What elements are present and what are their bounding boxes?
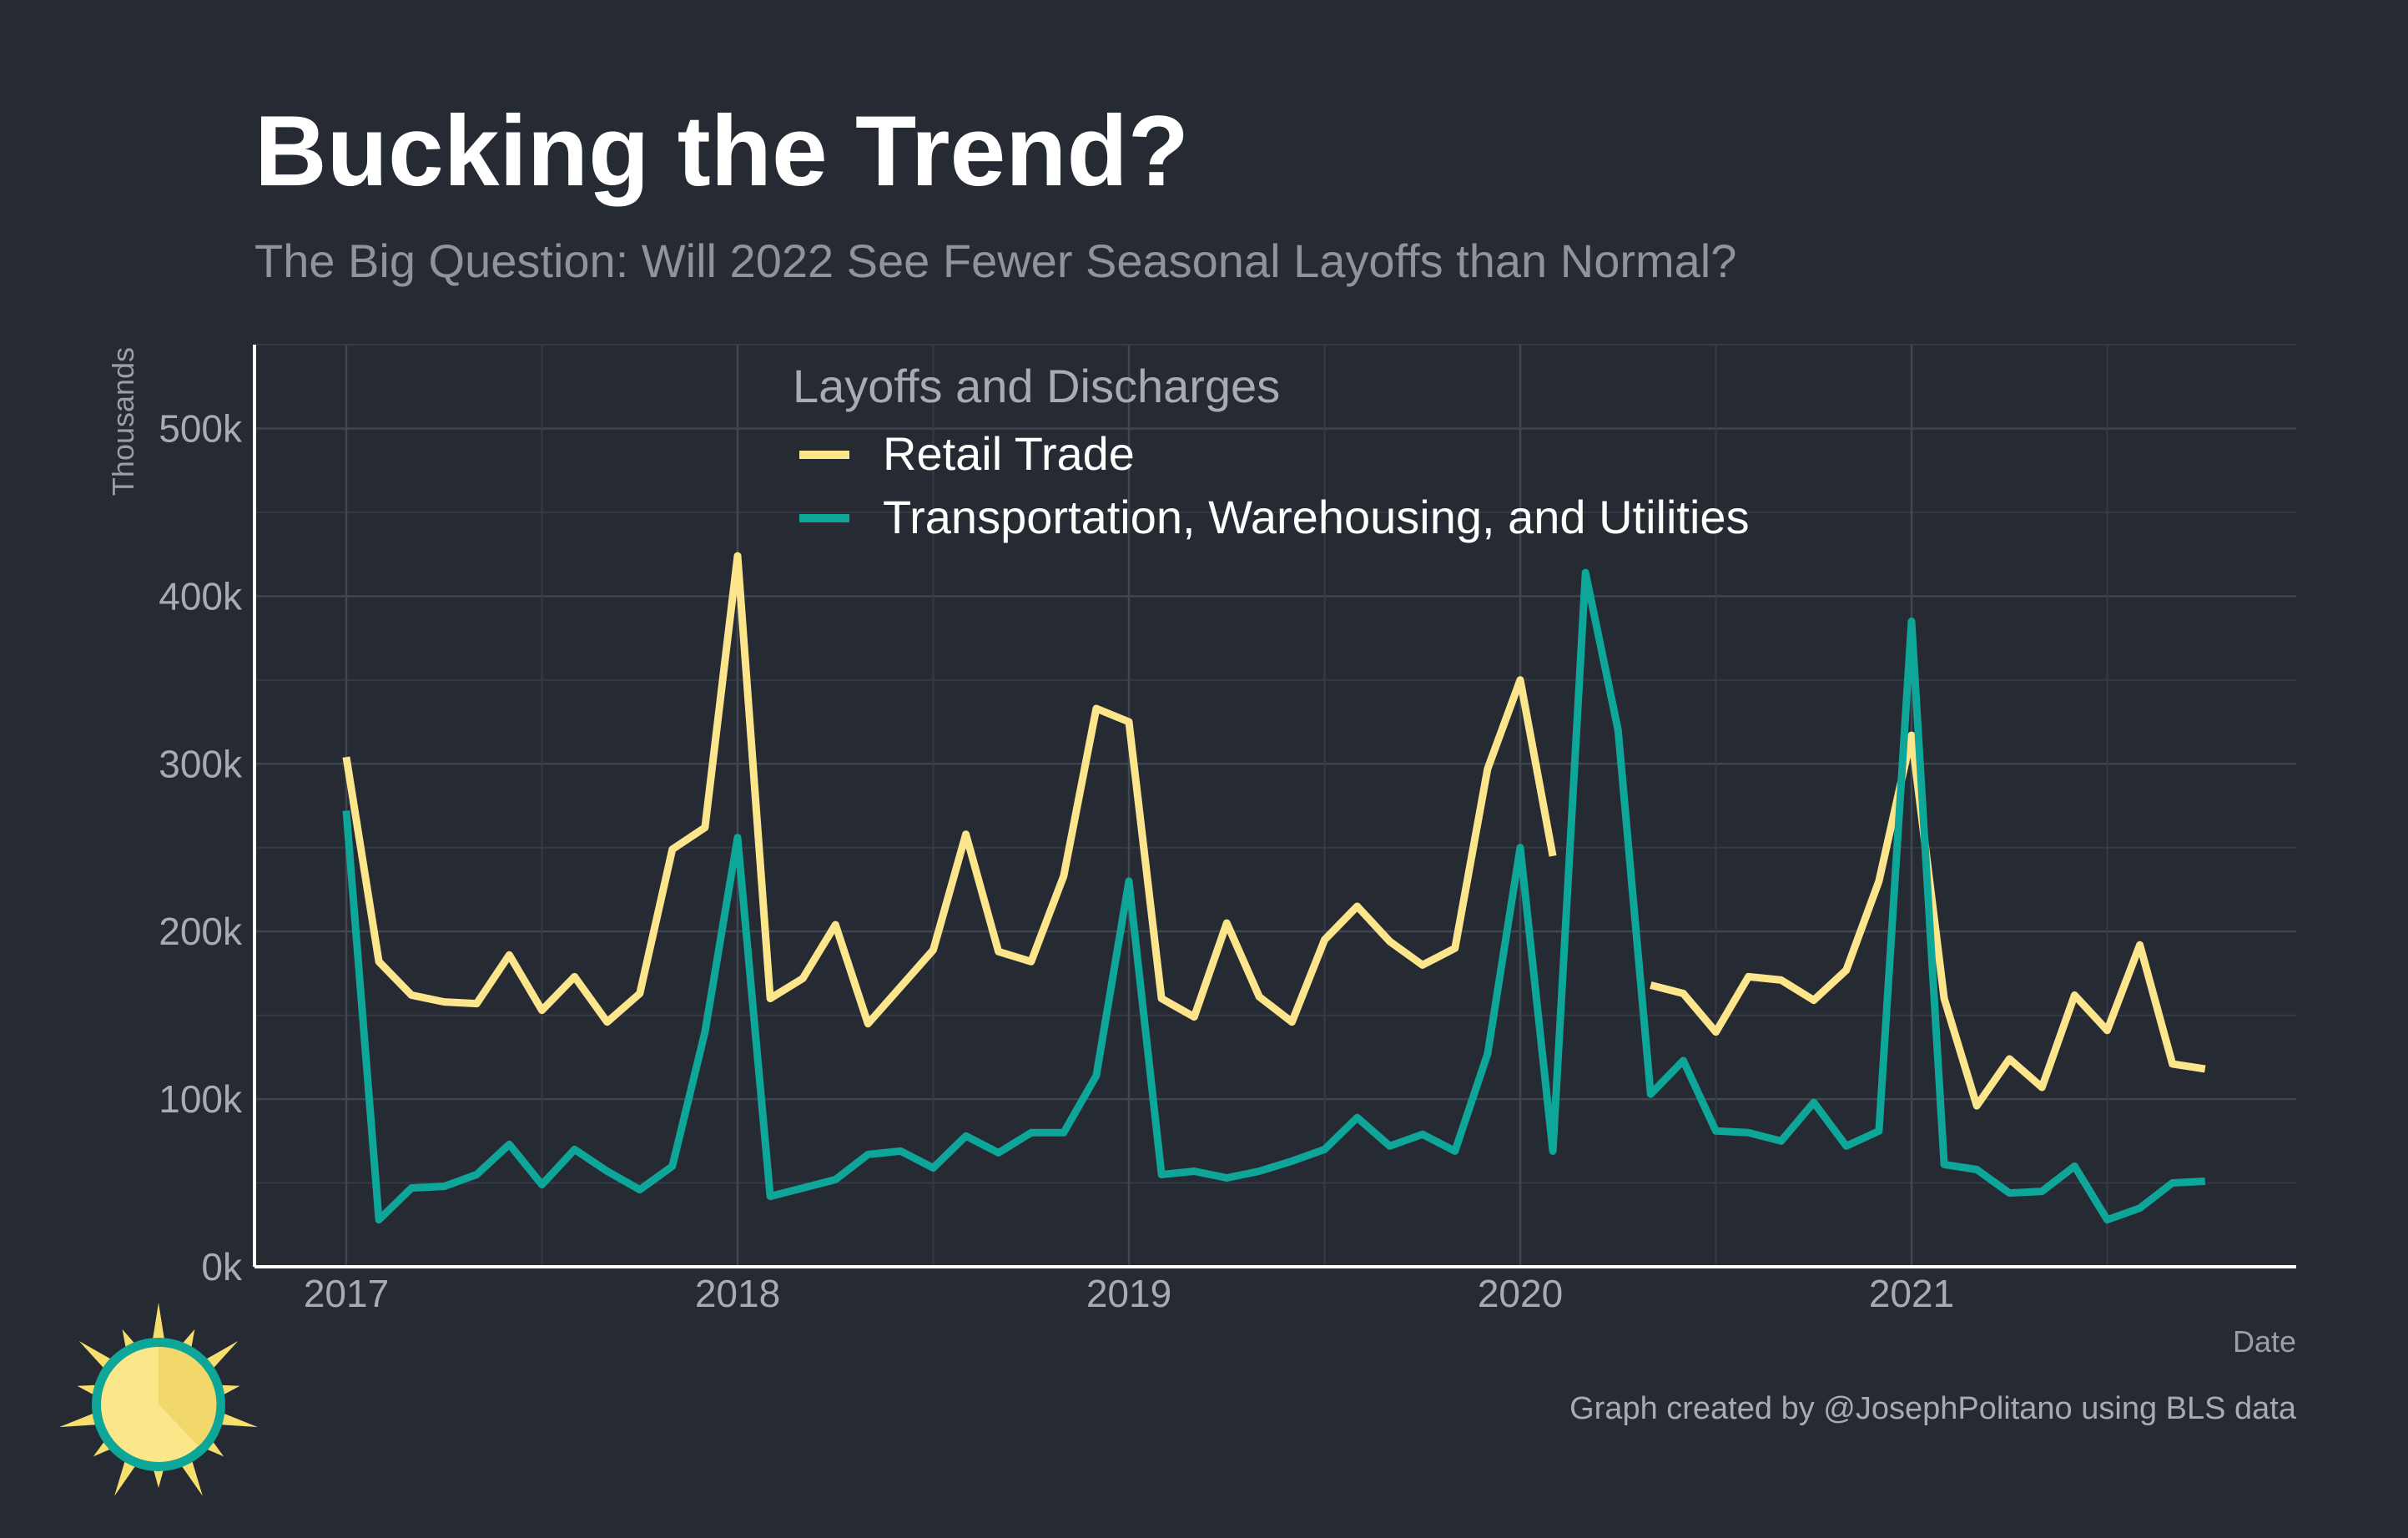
legend-entries: Retail Trade Transportation, Warehousing,… [799, 427, 1750, 543]
y-tick-label: 100k [159, 1077, 243, 1121]
legend: Layoffs and Discharges Retail Trade Trans… [793, 360, 1750, 543]
x-tick-label: 2020 [1478, 1272, 1563, 1315]
chart-subtitle: The Big Question: Will 2022 See Fewer Se… [254, 234, 1736, 287]
y-tick-label: 0k [201, 1245, 243, 1288]
sun-logo-icon [59, 1303, 258, 1496]
chart-title: Bucking the Trend? [254, 95, 1189, 207]
x-tick-label: 2021 [1869, 1272, 1954, 1315]
x-tick-label: 2018 [695, 1272, 780, 1315]
y-axis-ticks: 0k 100k 200k 300k 400k 500k [159, 406, 243, 1288]
legend-label: Retail Trade [883, 427, 1135, 480]
sun-ray-icon [151, 1303, 166, 1347]
series-lines [342, 552, 2206, 1224]
sun-ray-icon [59, 1410, 104, 1428]
sun-shade-icon [159, 1346, 217, 1446]
legend-label: Transportation, Warehousing, and Utiliti… [883, 491, 1750, 543]
x-tick-label: 2019 [1086, 1272, 1171, 1315]
series-line-transportation-warehousing-utilities [342, 568, 2206, 1224]
x-axis-label: Date [2233, 1324, 2296, 1359]
y-tick-label: 500k [159, 406, 243, 450]
chart-caption: Graph created by @JosephPolitano using B… [1569, 1391, 2297, 1426]
x-tick-label: 2017 [304, 1272, 389, 1315]
x-axis-ticks: 2017 2018 2019 2020 2021 [304, 1272, 1954, 1315]
axes [253, 345, 2296, 1268]
legend-title: Layoffs and Discharges [793, 360, 1280, 412]
grid [254, 344, 2296, 1268]
y-tick-label: 200k [159, 910, 243, 953]
y-axis-label: Thousands [106, 347, 140, 496]
y-tick-label: 300k [159, 742, 243, 785]
y-tick-label: 400k [159, 574, 243, 618]
sun-ray-icon [213, 1410, 258, 1428]
